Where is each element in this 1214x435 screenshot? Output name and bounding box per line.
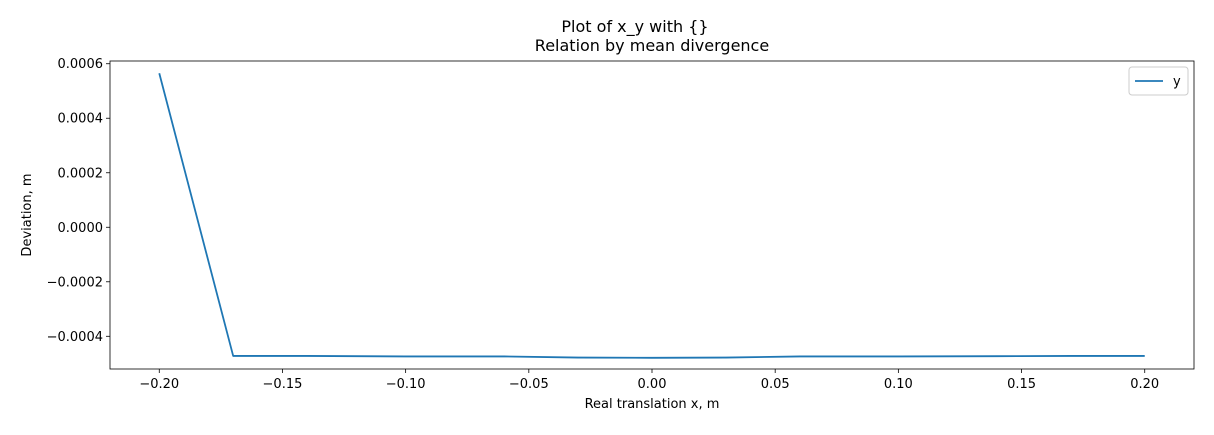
y-tick-label: −0.0002 (47, 275, 103, 290)
x-tick-label: 0.15 (1007, 377, 1036, 392)
x-tick-label: −0.05 (509, 377, 549, 392)
chart-suptitle: Plot of x_y with {} (561, 17, 709, 36)
y-tick-label: 0.0000 (58, 221, 104, 236)
y-tick-label: −0.0004 (47, 330, 103, 345)
y-tick-label: 0.0004 (58, 112, 104, 127)
x-tick-label: −0.15 (263, 377, 303, 392)
x-tick-label: 0.10 (884, 377, 913, 392)
y-axis-label: Deviation, m (20, 173, 35, 256)
y-tick-label: 0.0006 (58, 57, 104, 72)
x-tick-label: 0.20 (1130, 377, 1159, 392)
x-axis-label: Real translation x, m (585, 397, 720, 412)
x-tick-label: 0.05 (761, 377, 790, 392)
chart-title: Relation by mean divergence (534, 36, 770, 55)
x-tick-label: 0.00 (638, 377, 667, 392)
legend-label: y (1173, 75, 1181, 90)
plot-frame (109, 60, 1195, 370)
series-line-y (158, 73, 1145, 359)
x-tick-label: −0.20 (139, 377, 179, 392)
y-tick-label: 0.0002 (58, 166, 104, 181)
x-tick-label: −0.10 (386, 377, 426, 392)
